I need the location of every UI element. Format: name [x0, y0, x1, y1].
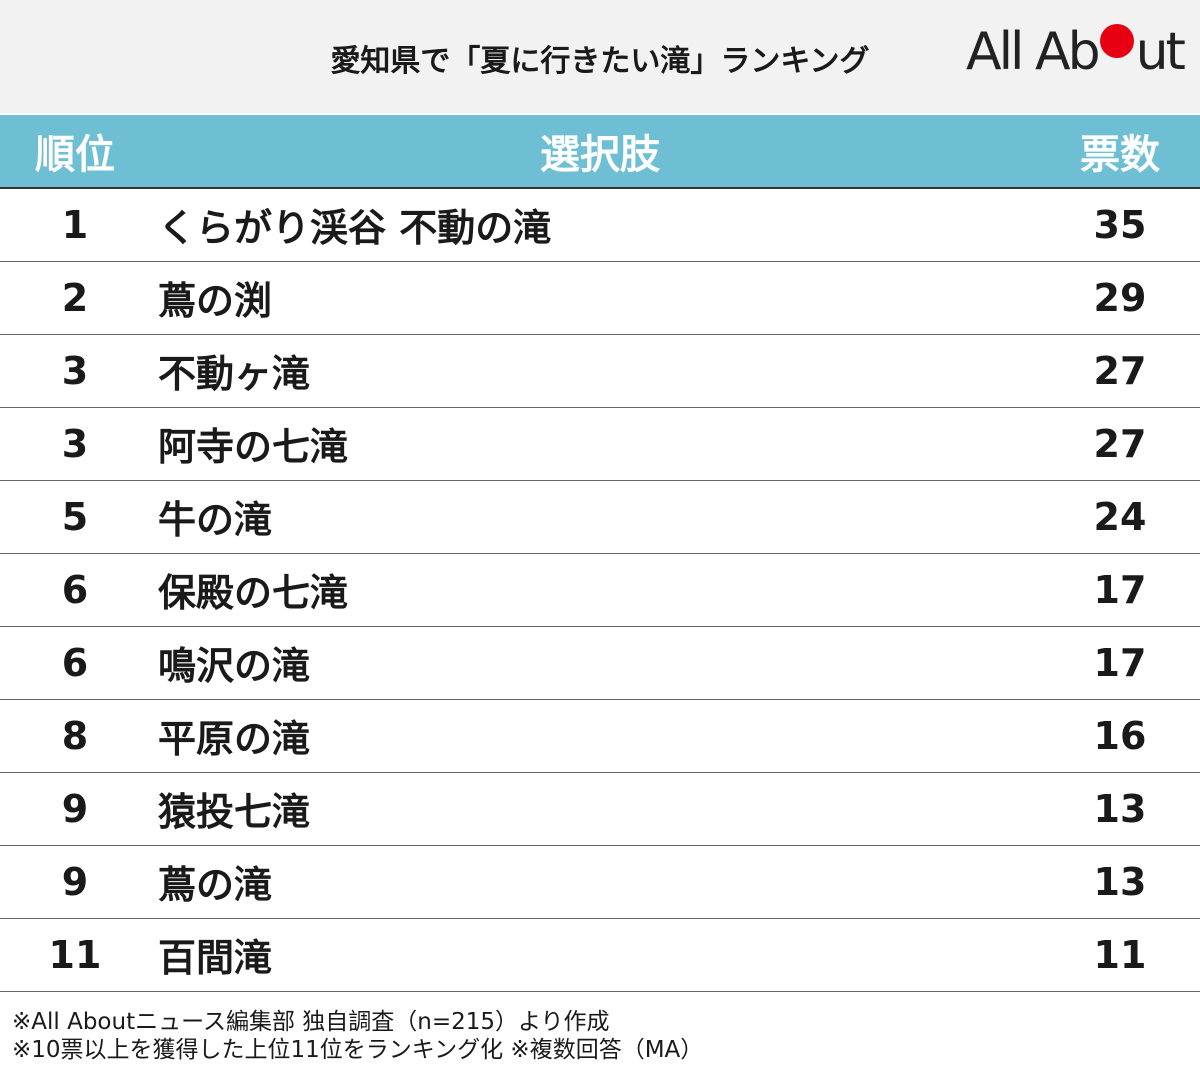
votes: 17 — [1093, 567, 1147, 612]
header: 愛知県で「夏に行きたい滝」ランキング All About — [0, 0, 1200, 113]
option: くらがり渓谷 不動の滝 — [158, 206, 552, 250]
votes: 17 — [1093, 640, 1147, 685]
option: 蔦の滝 — [158, 863, 273, 907]
votes: 29 — [1093, 275, 1147, 320]
footnote: ※All Aboutニュース編集部 独自調査（n=215）より作成 — [12, 1009, 610, 1035]
rank: 6 — [61, 640, 89, 685]
option: 平原の滝 — [158, 717, 311, 761]
option: 蔦の渕 — [158, 279, 273, 323]
votes: 27 — [1093, 348, 1147, 393]
option: 保殿の七滝 — [158, 571, 349, 615]
table-row: 6 保殿の七滝 17 — [0, 553, 1200, 627]
logo: All About — [966, 22, 1186, 82]
rank: 8 — [61, 713, 89, 758]
table-row: 6 鳴沢の滝 17 — [0, 626, 1200, 700]
option: 鳴沢の滝 — [158, 644, 311, 688]
option: 牛の滝 — [158, 498, 273, 542]
rank: 6 — [61, 567, 89, 612]
votes: 13 — [1093, 859, 1147, 904]
rank: 9 — [61, 786, 89, 831]
rank: 11 — [48, 932, 102, 977]
votes: 16 — [1093, 713, 1147, 758]
rank: 9 — [61, 859, 89, 904]
votes: 35 — [1093, 202, 1147, 247]
column-header: 選択肢 — [540, 132, 660, 178]
rank: 3 — [61, 348, 89, 393]
table-row: 3 阿寺の七滝 27 — [0, 407, 1200, 481]
votes: 13 — [1093, 786, 1147, 831]
table-row: 8 平原の滝 16 — [0, 699, 1200, 773]
table-row: 3 不動ヶ滝 27 — [0, 334, 1200, 408]
rank: 3 — [61, 421, 89, 466]
rank: 5 — [61, 494, 89, 539]
option: 百間滝 — [158, 936, 273, 980]
votes: 24 — [1093, 494, 1147, 539]
votes: 11 — [1093, 932, 1147, 977]
table-row: 11 百間滝 11 — [0, 918, 1200, 992]
rank: 2 — [61, 275, 89, 320]
title: 愛知県で「夏に行きたい滝」ランキング — [330, 44, 870, 79]
table-row: 5 牛の滝 24 — [0, 480, 1200, 554]
option: 阿寺の七滝 — [158, 425, 349, 469]
table-header: 順位 選択肢 票数 — [0, 115, 1200, 189]
column-header: 順位 — [35, 132, 115, 178]
table-row: 2 蔦の渕 29 — [0, 261, 1200, 335]
table-row: 9 蔦の滝 13 — [0, 845, 1200, 919]
votes: 27 — [1093, 421, 1147, 466]
table-row: 1 くらがり渓谷 不動の滝 35 — [0, 188, 1200, 262]
footnote: ※10票以上を獲得した上位11位をランキング化 ※複数回答（MA） — [12, 1037, 704, 1063]
option: 不動ヶ滝 — [158, 352, 311, 396]
table-row: 9 猿投七滝 13 — [0, 772, 1200, 846]
option: 猿投七滝 — [158, 790, 311, 834]
logo-dot: o — [1099, 24, 1134, 58]
column-header: 票数 — [1080, 132, 1160, 178]
rank: 1 — [61, 202, 89, 247]
